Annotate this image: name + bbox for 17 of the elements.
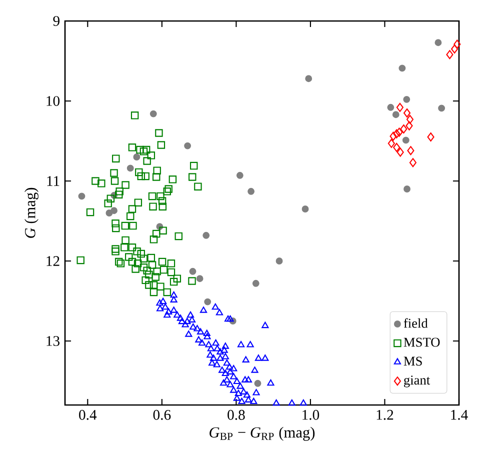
x-tick-label: 0.8 (228, 410, 245, 420)
legend-label: MS (404, 356, 422, 366)
x-tick-label: 1.4 (451, 410, 468, 420)
legend-label: giant (404, 376, 430, 388)
x-tick-label: 1.0 (302, 410, 320, 420)
x-tick-label: 1.2 (376, 410, 394, 420)
y-tick-label: 13 (46, 336, 60, 346)
y-tick-label: 12 (46, 256, 60, 266)
y-tick-label: 11 (47, 176, 60, 186)
x-tick-label: 0.6 (153, 410, 171, 420)
x-tick-label: 0.4 (79, 410, 97, 420)
y-tick-label: 10 (46, 96, 60, 106)
x-axis-title: G$_{BP}$ − G$_{RP}$ (mag) (210, 426, 315, 441)
legend-label: field (404, 318, 428, 328)
y-tick-label: 9 (53, 16, 60, 26)
legend-label: MSTO (404, 338, 440, 347)
y-axis-title: G (mag) (24, 188, 38, 238)
